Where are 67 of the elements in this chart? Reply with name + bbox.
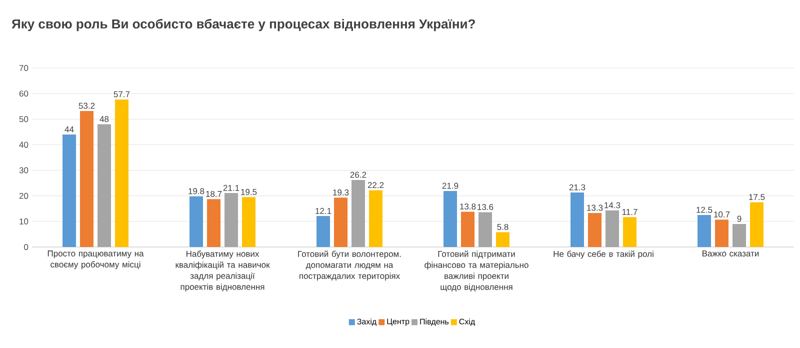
bar — [588, 212, 602, 247]
data-label: 12.5 — [696, 206, 712, 213]
x-tick-label: Готовий бути волонтером. допомагати людям на постраждалих територіях — [298, 250, 401, 281]
data-label: 13.8 — [460, 204, 476, 210]
legend-label: Захід — [357, 318, 376, 326]
bar — [190, 196, 203, 247]
data-label: 18.7 — [206, 190, 222, 197]
bar — [98, 124, 111, 247]
bar — [62, 134, 76, 247]
x-tick-label: Просто працюватиму на своєму робочому місці — [48, 250, 144, 270]
bar — [80, 110, 94, 247]
y-tick-label: 20 — [19, 192, 28, 199]
bar — [334, 198, 348, 247]
data-label: 19.5 — [241, 188, 257, 195]
bar — [478, 212, 492, 247]
bar — [715, 220, 729, 247]
legend-label: Центр — [387, 318, 410, 326]
bar — [444, 191, 457, 247]
bar — [207, 199, 220, 247]
data-label: 57.7 — [114, 91, 130, 98]
bar — [461, 212, 475, 247]
bar — [352, 180, 365, 247]
y-tick-label: 40 — [19, 142, 28, 148]
bar — [496, 232, 510, 247]
data-label: 13.6 — [478, 204, 494, 210]
x-tick-label: Не бачу себе в такій ролі — [554, 250, 654, 259]
chart-title: Яку свою роль Ви особисто вбачаєте у процесах відновлення України? — [12, 18, 475, 32]
bar — [623, 217, 637, 247]
y-tick-label: 60 — [19, 90, 28, 97]
legend-label: Схід — [459, 318, 475, 326]
data-label: 5.8 — [497, 224, 508, 230]
bar — [224, 193, 238, 247]
data-label: 26.2 — [350, 172, 366, 178]
bar — [242, 197, 256, 247]
bar — [698, 215, 712, 247]
data-label: 21.1 — [223, 184, 240, 191]
data-label: 19.8 — [188, 188, 204, 194]
x-tick-label: Набуватиму нових кваліфікацій та навичок задля реалізації проектів відновлення — [176, 250, 270, 292]
bar — [606, 210, 620, 247]
data-label: 10.7 — [714, 211, 730, 218]
bar — [750, 202, 764, 247]
data-label: 14.3 — [604, 202, 620, 208]
x-tick-label: Важко сказати — [702, 250, 759, 256]
bar — [570, 192, 584, 247]
bar — [732, 224, 746, 247]
bar — [369, 190, 383, 247]
y-tick-label: 0 — [24, 244, 28, 250]
data-label: 48 — [100, 116, 109, 122]
y-tick-label: 30 — [19, 167, 28, 174]
y-tick-label: 10 — [20, 218, 28, 224]
data-label: 17.5 — [749, 194, 765, 200]
data-label: 11.7 — [622, 209, 638, 215]
data-label: 13.3 — [587, 204, 603, 211]
data-label: 12.1 — [316, 208, 332, 214]
data-label: 22.2 — [368, 182, 384, 188]
bar — [316, 216, 330, 247]
data-label: 21.3 — [569, 184, 586, 190]
y-tick-label: 70 — [19, 65, 28, 72]
legend-label: Південь — [420, 318, 449, 326]
data-label: 44 — [64, 126, 74, 132]
bar — [115, 99, 128, 247]
data-label: 53.2 — [78, 102, 95, 109]
x-tick-label: Готовий підтримати фінансово та матеріально важливі проекти щодо відновлення — [424, 250, 528, 292]
y-tick-label: 50 — [19, 116, 28, 122]
data-label: 21.9 — [442, 182, 458, 189]
data-label: 9 — [737, 216, 742, 222]
data-label: 19.3 — [333, 189, 349, 196]
